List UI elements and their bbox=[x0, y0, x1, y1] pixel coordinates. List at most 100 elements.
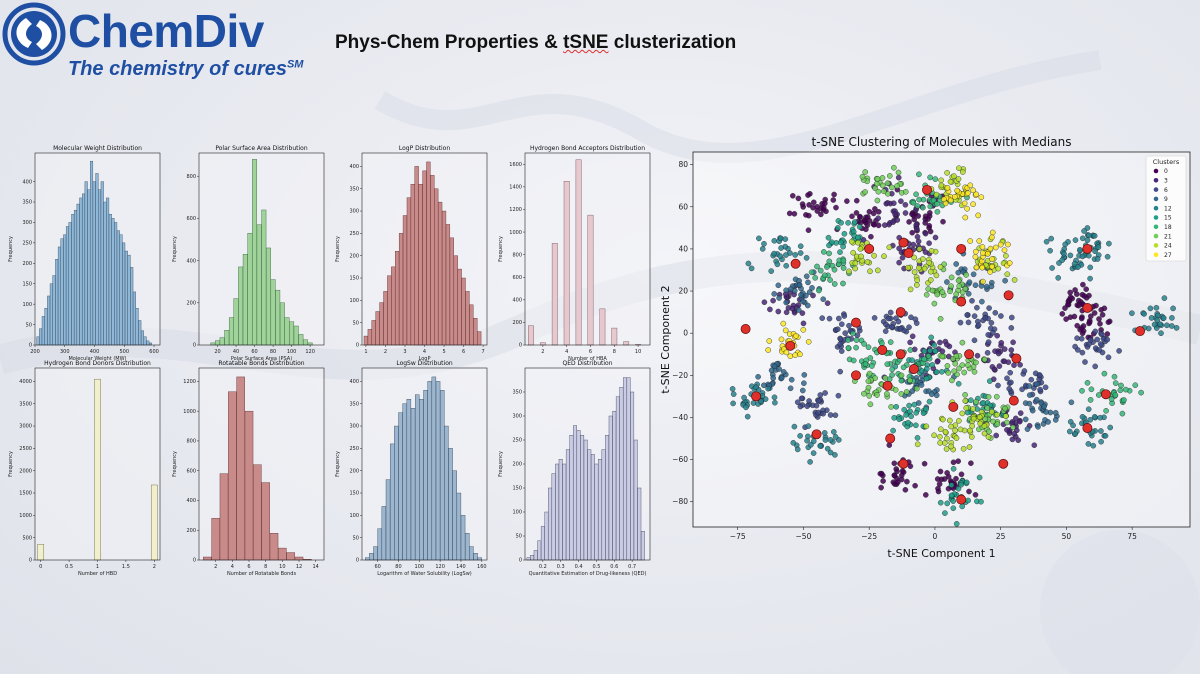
tsne-point bbox=[800, 320, 807, 327]
tsne-point bbox=[953, 520, 960, 527]
histogram-bar bbox=[555, 463, 560, 561]
tsne-point bbox=[963, 479, 970, 486]
tsne-point bbox=[826, 250, 832, 257]
y-tick-label: 40 bbox=[678, 244, 688, 253]
tsne-point bbox=[1158, 330, 1164, 337]
tsne-point bbox=[933, 392, 940, 399]
tsne-point bbox=[944, 169, 950, 176]
tsne-point bbox=[800, 326, 807, 333]
legend-swatch bbox=[1153, 178, 1159, 183]
y-tick-label: 100 bbox=[22, 302, 32, 308]
tsne-point bbox=[973, 191, 980, 198]
tsne-point bbox=[815, 409, 822, 416]
y-tick-label: 1200 bbox=[509, 207, 522, 213]
cluster-median-marker bbox=[1100, 389, 1111, 400]
x-tick-label: 0.6 bbox=[610, 564, 618, 570]
histogram-bar bbox=[148, 342, 152, 346]
y-tick-label: 600 bbox=[512, 275, 522, 281]
cluster-median-marker bbox=[785, 340, 796, 351]
tsne-point bbox=[1104, 336, 1111, 343]
tsne-point bbox=[951, 368, 957, 375]
histogram-bar bbox=[203, 556, 212, 561]
cluster-median-marker bbox=[956, 296, 967, 307]
tsne-point bbox=[902, 201, 909, 208]
histogram-bar bbox=[452, 470, 457, 561]
tsne-point bbox=[748, 265, 755, 272]
tsne-point bbox=[1079, 253, 1086, 260]
tsne-point bbox=[953, 475, 959, 482]
tsne-point bbox=[776, 366, 782, 372]
histogram-bar bbox=[611, 327, 618, 346]
histogram-bar bbox=[573, 425, 577, 561]
tsne-point bbox=[964, 312, 971, 318]
tsne-point bbox=[950, 459, 957, 466]
x-tick-label: 6 bbox=[462, 349, 465, 355]
tsne-point bbox=[1061, 250, 1067, 257]
tsne-point bbox=[817, 392, 824, 398]
histogram-bar bbox=[364, 557, 370, 561]
histogram-bar bbox=[477, 331, 482, 346]
histogram-bar bbox=[298, 334, 304, 346]
tsne-point bbox=[912, 482, 918, 489]
tsne-point bbox=[1028, 376, 1035, 383]
y-tick-label: 50 bbox=[353, 320, 359, 326]
histogram-bar bbox=[426, 161, 431, 346]
tsne-point bbox=[1079, 235, 1086, 242]
tsne-point bbox=[1147, 305, 1154, 312]
tsne-point bbox=[971, 337, 978, 344]
x-tick-label: 120 bbox=[435, 564, 445, 570]
tsne-point bbox=[1132, 382, 1139, 389]
tsne-point bbox=[825, 234, 832, 241]
tsne-point bbox=[884, 361, 891, 368]
tsne-point bbox=[964, 205, 970, 212]
x-axis-label: Molecular Weight (MW) bbox=[68, 356, 126, 362]
tsne-point bbox=[950, 355, 956, 362]
y-tick-label: 250 bbox=[512, 438, 522, 444]
legend-label: 3 bbox=[1164, 178, 1168, 185]
tsne-point bbox=[803, 273, 810, 280]
y-tick-label: 300 bbox=[512, 414, 522, 420]
tsne-point bbox=[879, 182, 886, 189]
chart-logsw: LogSw Distribution 60 80 100 120 140 160 0 50 100… bbox=[331, 356, 493, 578]
tsne-point bbox=[965, 190, 971, 196]
tsne-point bbox=[981, 430, 988, 437]
tsne-point bbox=[939, 289, 946, 296]
tsne-point bbox=[967, 397, 974, 404]
tsne-point bbox=[950, 465, 957, 472]
y-axis-label: Frequency bbox=[172, 236, 178, 262]
tsne-point bbox=[1042, 384, 1049, 391]
legend-swatch bbox=[1153, 196, 1159, 202]
tsne-point bbox=[987, 269, 993, 275]
tsne-point bbox=[986, 305, 992, 311]
tsne-point bbox=[991, 366, 998, 373]
tsne-point bbox=[981, 423, 988, 429]
tsne-point bbox=[969, 297, 975, 304]
tsne-point bbox=[741, 394, 747, 401]
histogram-bar bbox=[435, 381, 441, 561]
tsne-point bbox=[910, 241, 917, 248]
tsne-point bbox=[815, 398, 822, 404]
legend-swatch bbox=[1153, 215, 1159, 220]
tsne-point bbox=[838, 321, 845, 328]
y-tick-label: 300 bbox=[349, 209, 359, 215]
histogram-bar bbox=[469, 546, 474, 561]
x-tick-label: 60 bbox=[374, 564, 380, 570]
tsne-point bbox=[986, 378, 993, 384]
tsne-point bbox=[994, 332, 1001, 339]
tsne-point bbox=[914, 277, 921, 284]
tsne-point bbox=[771, 291, 778, 297]
legend-swatch bbox=[1153, 187, 1159, 192]
tsne-point bbox=[977, 420, 984, 427]
x-tick-label: 0.5 bbox=[592, 564, 600, 570]
tsne-point bbox=[982, 314, 988, 321]
histogram-bar bbox=[587, 214, 594, 346]
tsne-point bbox=[967, 427, 973, 434]
histogram-bar bbox=[398, 412, 403, 561]
histogram-bar bbox=[114, 222, 118, 346]
histogram-bar bbox=[244, 410, 254, 561]
tsne-point bbox=[874, 197, 881, 204]
tsne-point bbox=[856, 224, 863, 230]
tsne-point bbox=[771, 250, 777, 257]
tsne-point bbox=[945, 485, 952, 492]
x-axis-label: t-SNE Component 1 bbox=[887, 547, 995, 560]
